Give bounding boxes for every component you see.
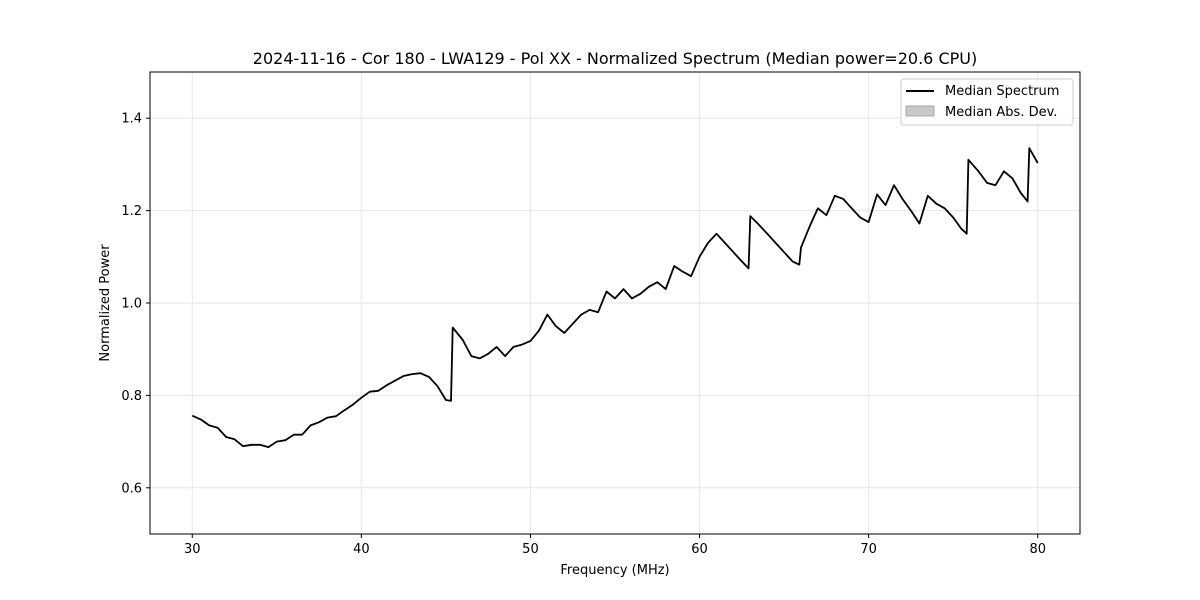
y-tick-label: 1.0 — [121, 297, 142, 312]
x-tick-label: 50 — [522, 542, 539, 557]
y-tick-label: 0.8 — [121, 389, 142, 404]
x-tick-label: 40 — [353, 542, 370, 557]
legend-box — [900, 78, 1074, 126]
chart-title: 2024-11-16 - Cor 180 - LWA129 - Pol XX -… — [253, 49, 977, 68]
legend: Median Spectrum Median Abs. Dev. — [900, 78, 1074, 126]
axis-ticks: 30 40 50 60 70 80 0.6 0.8 1.0 1.2 1.4 — [121, 112, 1046, 557]
plot-series — [191, 147, 1039, 449]
x-tick-label: 30 — [184, 542, 201, 557]
legend-label-median-abs-dev: Median Abs. Dev. — [945, 105, 1057, 120]
y-tick-label: 0.6 — [121, 481, 142, 496]
x-tick-label: 60 — [691, 542, 708, 557]
legend-label-median-spectrum: Median Spectrum — [945, 84, 1059, 99]
y-axis-label: Normalized Power — [98, 244, 113, 362]
x-axis-label: Frequency (MHz) — [560, 563, 669, 578]
legend-patch-swatch — [905, 105, 935, 117]
series-line-median-spectrum — [191, 147, 1039, 449]
y-tick-label: 1.4 — [121, 112, 142, 127]
y-tick-label: 1.2 — [121, 204, 142, 219]
x-tick-label: 80 — [1029, 542, 1046, 557]
x-tick-label: 70 — [860, 542, 877, 557]
